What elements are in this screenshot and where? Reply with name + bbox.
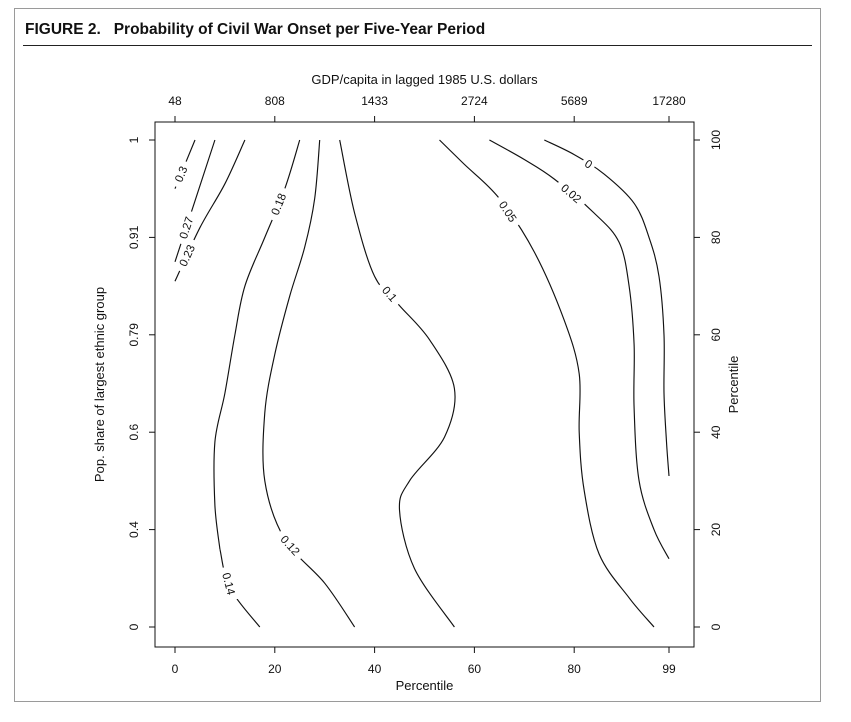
contour-label-bg [273, 528, 307, 563]
contour-line-0.12 [262, 139, 356, 628]
labels-layer: 0.30.270.230.180.140.120.10.050.020 [169, 154, 598, 602]
x-tick-label: 60 [468, 662, 482, 676]
x2-tick-label: 48 [168, 94, 182, 108]
x2-tick-label: 2724 [461, 94, 488, 108]
contour-line-0.27 [174, 139, 216, 262]
y2-tick-label: 20 [709, 523, 723, 537]
x-tick-label: 0 [172, 662, 179, 676]
y-tick-label: 0.6 [127, 424, 141, 441]
contour-line-0.05 [439, 139, 655, 628]
x2-tick-label: 5689 [561, 94, 588, 108]
y2-tick-label: 100 [709, 130, 723, 150]
plot-box [154, 121, 695, 648]
x2-tick-label: 17280 [652, 94, 686, 108]
contour-label-bg [173, 237, 201, 274]
x-tick-label: 20 [268, 662, 282, 676]
contour-label-bg [174, 209, 199, 247]
x-axis-title: Percentile [396, 678, 454, 693]
y-axis-title: Pop. share of largest ethnic group [92, 287, 107, 482]
x2-tick-label: 1433 [361, 94, 388, 108]
contour-label-bg [553, 177, 589, 210]
contour-label-bg [169, 158, 193, 190]
x-tick-label: 40 [368, 662, 382, 676]
contour-label-0.27: 0.27 [178, 216, 196, 241]
contour-label-bg [492, 193, 523, 230]
title-rule [23, 45, 812, 46]
figure-frame: FIGURE 2. Probability of Civil War Onset… [14, 8, 821, 702]
contour-label-0.23: 0.23 [178, 243, 198, 268]
y2-tick-label: 80 [709, 230, 723, 244]
y-tick-label: 0.79 [127, 323, 141, 347]
contour-label-0.3: 0.3 [173, 165, 190, 184]
y-tick-label: 0 [127, 623, 141, 630]
x2-axis-title: GDP/capita in lagged 1985 U.S. dollars [311, 72, 538, 87]
contour-label-0.18: 0.18 [270, 192, 290, 217]
contour-label-0: 0 [582, 158, 594, 172]
contour-label-0.14: 0.14 [219, 572, 236, 597]
x-tick-label: 80 [568, 662, 582, 676]
x2-tick-label: 808 [265, 94, 285, 108]
contour-line-0.02 [489, 139, 670, 560]
contour-label-bg [265, 185, 292, 223]
y-tick-label: 1 [127, 136, 141, 143]
contour-line-0.1 [339, 139, 456, 628]
x-tick-label: 99 [662, 662, 676, 676]
contour-label-bg [579, 154, 598, 174]
y2-tick-label: 60 [709, 328, 723, 342]
contours-layer [174, 139, 670, 628]
figure-title: FIGURE 2. Probability of Civil War Onset… [25, 21, 485, 39]
y2-axis-title: Percentile [726, 356, 741, 414]
axes-layer: 0 20 40 60 80 99 48 808 1433 2724 5689 17280 0 0.4 0.6… [92, 72, 741, 693]
y-tick-label: 0.91 [127, 225, 141, 249]
contour-label-bg [375, 279, 404, 309]
y-tick-label: 0.4 [127, 521, 141, 538]
y2-tick-label: 0 [709, 623, 723, 630]
y2-tick-label: 40 [709, 425, 723, 439]
figure-label: FIGURE 2. [25, 21, 101, 38]
figure-title-text: Probability of Civil War Onset per Five-… [113, 21, 486, 38]
contour-label-bg [217, 565, 240, 602]
